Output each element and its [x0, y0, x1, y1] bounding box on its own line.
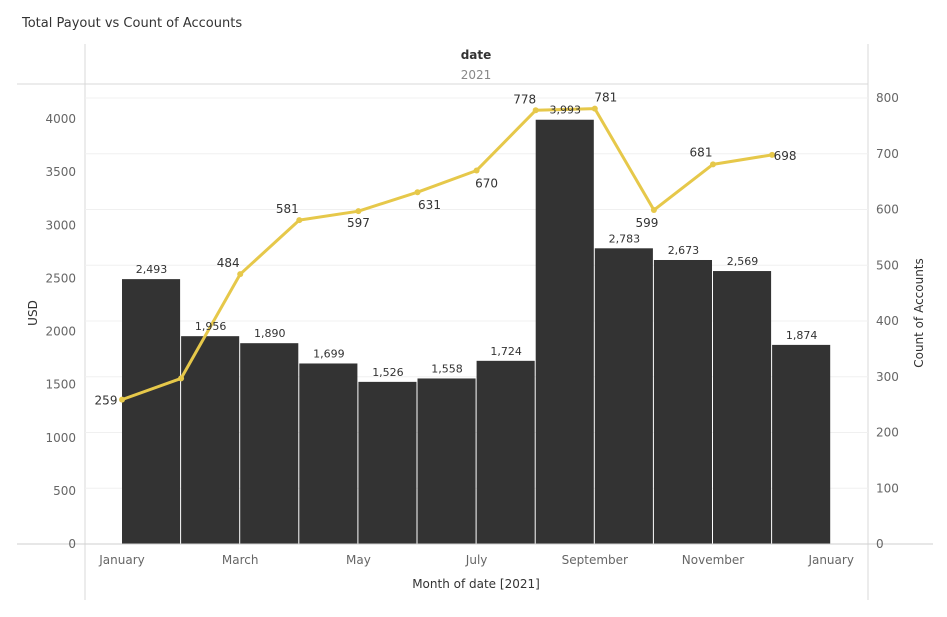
- accounts-point[interactable]: [710, 161, 716, 168]
- y-axis-title: USD: [26, 300, 40, 326]
- header-field: date: [461, 48, 492, 62]
- bar-value-label: 1,526: [372, 366, 404, 379]
- accounts-value-label: 581: [276, 202, 299, 216]
- y-tick-label: 4000: [45, 112, 76, 126]
- x-tick-label: May: [346, 553, 371, 567]
- accounts-point[interactable]: [119, 396, 125, 403]
- bar[interactable]: [358, 381, 417, 544]
- y-tick-label: 500: [53, 484, 76, 498]
- bar-value-label: 1,724: [490, 345, 522, 358]
- x-tick-label: September: [562, 553, 628, 567]
- accounts-value-label: 698: [774, 149, 797, 163]
- bar-value-label: 2,569: [727, 255, 759, 268]
- accounts-point[interactable]: [769, 151, 776, 158]
- accounts-point[interactable]: [532, 107, 539, 114]
- bar[interactable]: [299, 363, 358, 544]
- x-tick-label: July: [465, 553, 488, 567]
- accounts-value-label: 781: [594, 91, 617, 105]
- bar-value-label: 1,874: [786, 329, 818, 342]
- accounts-point[interactable]: [414, 189, 421, 196]
- x-tick-label: March: [222, 553, 259, 567]
- bar-value-label: 2,783: [609, 232, 641, 245]
- bar[interactable]: [417, 378, 476, 544]
- accounts-value-label: 599: [635, 216, 658, 230]
- accounts-point[interactable]: [237, 271, 244, 278]
- bar[interactable]: [653, 259, 712, 544]
- bar[interactable]: [122, 279, 181, 544]
- bar-value-label: 1,890: [254, 327, 286, 340]
- accounts-value-label: 778: [513, 92, 536, 106]
- x-tick-label: January: [98, 553, 145, 567]
- y2-tick-label: 100: [876, 481, 899, 495]
- y-tick-label: 0: [68, 537, 76, 551]
- accounts-value-label: 484: [217, 256, 240, 270]
- bar-value-label: 1,956: [195, 320, 227, 333]
- accounts-point[interactable]: [178, 375, 185, 382]
- bar-value-label: 1,558: [431, 362, 463, 375]
- accounts-point[interactable]: [296, 217, 303, 224]
- y2-tick-label: 0: [876, 537, 884, 551]
- accounts-point[interactable]: [473, 167, 480, 174]
- accounts-point[interactable]: [591, 105, 598, 112]
- accounts-value-label: 631: [418, 198, 441, 212]
- y2-tick-label: 200: [876, 426, 899, 440]
- chart-title: Total Payout vs Count of Accounts: [22, 16, 243, 31]
- y-tick-label: 2500: [45, 271, 76, 285]
- y2-tick-label: 400: [876, 314, 899, 328]
- y-tick-label: 1000: [45, 431, 76, 445]
- bar[interactable]: [181, 336, 240, 544]
- bar[interactable]: [535, 119, 594, 545]
- bar[interactable]: [594, 248, 653, 544]
- bar[interactable]: [772, 344, 831, 544]
- y-tick-label: 3500: [45, 165, 76, 179]
- y2-tick-label: 600: [876, 203, 899, 217]
- bar[interactable]: [476, 360, 535, 544]
- x-tick-label: January: [807, 553, 854, 567]
- y-tick-label: 3000: [45, 218, 76, 232]
- y-tick-label: 1500: [45, 378, 76, 392]
- x-axis-title: Month of date [2021]: [412, 577, 540, 591]
- y-tick-label: 2000: [45, 325, 76, 339]
- header-value: 2021: [461, 68, 492, 82]
- accounts-value-label: 670: [475, 176, 498, 190]
- bar-value-label: 1,699: [313, 347, 345, 360]
- y2-tick-label: 700: [876, 147, 899, 161]
- y2-tick-label: 500: [876, 258, 899, 272]
- bar-value-label: 3,993: [550, 104, 582, 117]
- bar[interactable]: [713, 271, 772, 544]
- accounts-value-label: 259: [95, 394, 118, 408]
- accounts-point[interactable]: [355, 208, 362, 215]
- y2-tick-label: 300: [876, 370, 899, 384]
- accounts-value-label: 681: [690, 145, 713, 159]
- x-tick-label: November: [682, 553, 744, 567]
- bar[interactable]: [240, 343, 299, 544]
- y2-axis-title: Count of Accounts: [912, 258, 926, 368]
- y2-tick-label: 800: [876, 91, 899, 105]
- bar-value-label: 2,493: [136, 263, 168, 276]
- bar-value-label: 2,673: [668, 244, 700, 257]
- accounts-line: [121, 107, 773, 402]
- accounts-value-label: 597: [347, 216, 370, 230]
- accounts-point[interactable]: [650, 207, 657, 214]
